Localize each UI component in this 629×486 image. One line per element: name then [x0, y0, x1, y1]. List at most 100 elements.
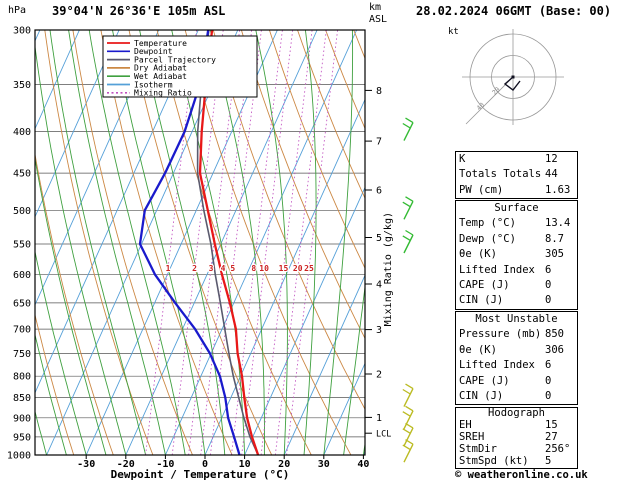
hodograph-table: Hodograph EH 15 SREH 27 StmDir 256° StmS… — [455, 407, 578, 469]
svg-text:40: 40 — [475, 101, 486, 112]
stat-label: Temp (°C) — [459, 217, 516, 230]
svg-text:10: 10 — [259, 264, 269, 273]
stat-value: 1.63 — [545, 183, 571, 196]
stat-label: Lifted Index — [459, 359, 535, 372]
svg-text:5: 5 — [376, 233, 382, 244]
table-row: Lifted Index 6 — [459, 263, 574, 278]
svg-text:400: 400 — [13, 127, 31, 138]
surface-table: Surface Temp (°C) 13.4 Dewp (°C) 8.7 θe … — [455, 200, 578, 310]
svg-text:20: 20 — [278, 459, 290, 470]
table-row: Totals Totals 44 — [459, 167, 574, 182]
svg-text:350: 350 — [13, 80, 31, 91]
svg-text:800: 800 — [13, 372, 31, 383]
svg-text:Mixing Ratio: Mixing Ratio — [134, 89, 192, 98]
stat-label: CAPE (J) — [459, 374, 510, 387]
svg-text:-30: -30 — [77, 459, 95, 470]
stat-value: 0 — [545, 279, 552, 292]
stat-value: 850 — [545, 328, 564, 341]
km-unit-label: km — [369, 2, 382, 13]
svg-text:850: 850 — [13, 393, 31, 404]
stat-value: 13.4 — [545, 217, 571, 230]
stat-value: 27 — [545, 430, 558, 443]
wind-barb — [402, 117, 414, 141]
svg-text:650: 650 — [13, 298, 31, 309]
stat-value: 6 — [545, 263, 552, 276]
svg-text:Temperature: Temperature — [134, 39, 187, 48]
stat-label: SREH — [459, 430, 485, 443]
table-row: Temp (°C) 13.4 — [459, 216, 574, 231]
table-row: StmSpd (kt) 5 — [459, 455, 574, 468]
stat-label: CIN (J) — [459, 294, 504, 307]
dewpoint-curve — [138, 30, 241, 455]
stat-value: 0 — [545, 294, 552, 307]
stat-label: StmDir — [459, 442, 497, 455]
temperature-curve — [198, 30, 260, 455]
asl-unit-label: ASL — [369, 14, 388, 25]
wind-barb — [402, 422, 414, 447]
most-unstable-table: Most Unstable Pressure (mb) 850 θe (K) 3… — [455, 311, 578, 406]
table-title: Surface — [494, 202, 539, 214]
plot-area — [35, 30, 365, 455]
hodograph-trace — [503, 76, 521, 91]
stat-label: CIN (J) — [459, 390, 504, 403]
stat-label: Dewp (°C) — [459, 232, 516, 245]
parcel-trajectory-curve — [196, 30, 259, 455]
wind-barb — [402, 383, 414, 407]
stat-label: Totals Totals — [459, 168, 542, 181]
wind-barb — [402, 439, 414, 463]
stat-value: 256° — [545, 442, 571, 455]
svg-text:Parcel Trajectory: Parcel Trajectory — [134, 55, 216, 64]
svg-text:20: 20 — [490, 85, 501, 96]
table-row: Pressure (mb) 850 — [459, 327, 574, 342]
stat-value: 0 — [545, 374, 552, 387]
wind-barb — [402, 405, 414, 430]
station-title: 39°04'N 26°36'E 105m ASL — [52, 4, 226, 18]
table-row: StmDir 256° — [459, 442, 574, 456]
table-row: CAPE (J) 0 — [459, 374, 574, 389]
svg-text:2: 2 — [192, 264, 197, 273]
copyright-label: © weatheronline.co.uk — [455, 469, 588, 481]
table-row: K 12 — [459, 152, 574, 167]
stat-value: 15 — [545, 418, 558, 431]
stat-label: K — [459, 153, 466, 165]
svg-text:10: 10 — [239, 459, 251, 470]
svg-text:8: 8 — [251, 264, 256, 273]
table-title: Hodograph — [488, 407, 545, 419]
svg-text:950: 950 — [13, 432, 31, 443]
svg-text:15: 15 — [279, 264, 289, 273]
stat-value: 44 — [545, 168, 558, 181]
svg-text:550: 550 — [13, 240, 31, 251]
table-row: θe (K) 305 — [459, 247, 574, 262]
svg-text:600: 600 — [13, 270, 31, 281]
datetime-label: 28.02.2024 06GMT (Base: 00) — [416, 4, 612, 18]
svg-text:1: 1 — [166, 264, 171, 273]
svg-text:8: 8 — [376, 86, 382, 97]
svg-text:-20: -20 — [117, 459, 135, 470]
hodograph-unit-label: kt — [448, 27, 459, 37]
svg-text:40: 40 — [357, 459, 369, 470]
table-row: SREH 27 — [459, 430, 574, 444]
table-row: θe (K) 306 — [459, 343, 574, 358]
stat-label: PW (cm) — [459, 183, 504, 196]
pressure-unit-label: hPa — [8, 5, 27, 16]
x-axis-title: Dewpoint / Temperature (°C) — [110, 468, 290, 481]
stat-label: θe (K) — [459, 248, 497, 261]
stat-value: 8.7 — [545, 232, 564, 245]
svg-text:900: 900 — [13, 413, 31, 424]
svg-text:0: 0 — [202, 459, 208, 470]
svg-text:20: 20 — [293, 264, 303, 273]
svg-text:3: 3 — [376, 325, 382, 336]
svg-text:Isotherm: Isotherm — [134, 80, 173, 89]
plot-border — [34, 29, 366, 456]
stat-label: CAPE (J) — [459, 279, 510, 292]
svg-text:Dewpoint: Dewpoint — [134, 47, 173, 56]
svg-text:450: 450 — [13, 169, 31, 180]
wind-barb — [402, 229, 414, 254]
svg-text:4: 4 — [221, 264, 226, 273]
svg-text:25: 25 — [304, 264, 314, 273]
svg-text:LCL: LCL — [376, 430, 391, 440]
table-row: CIN (J) 0 — [459, 293, 574, 308]
